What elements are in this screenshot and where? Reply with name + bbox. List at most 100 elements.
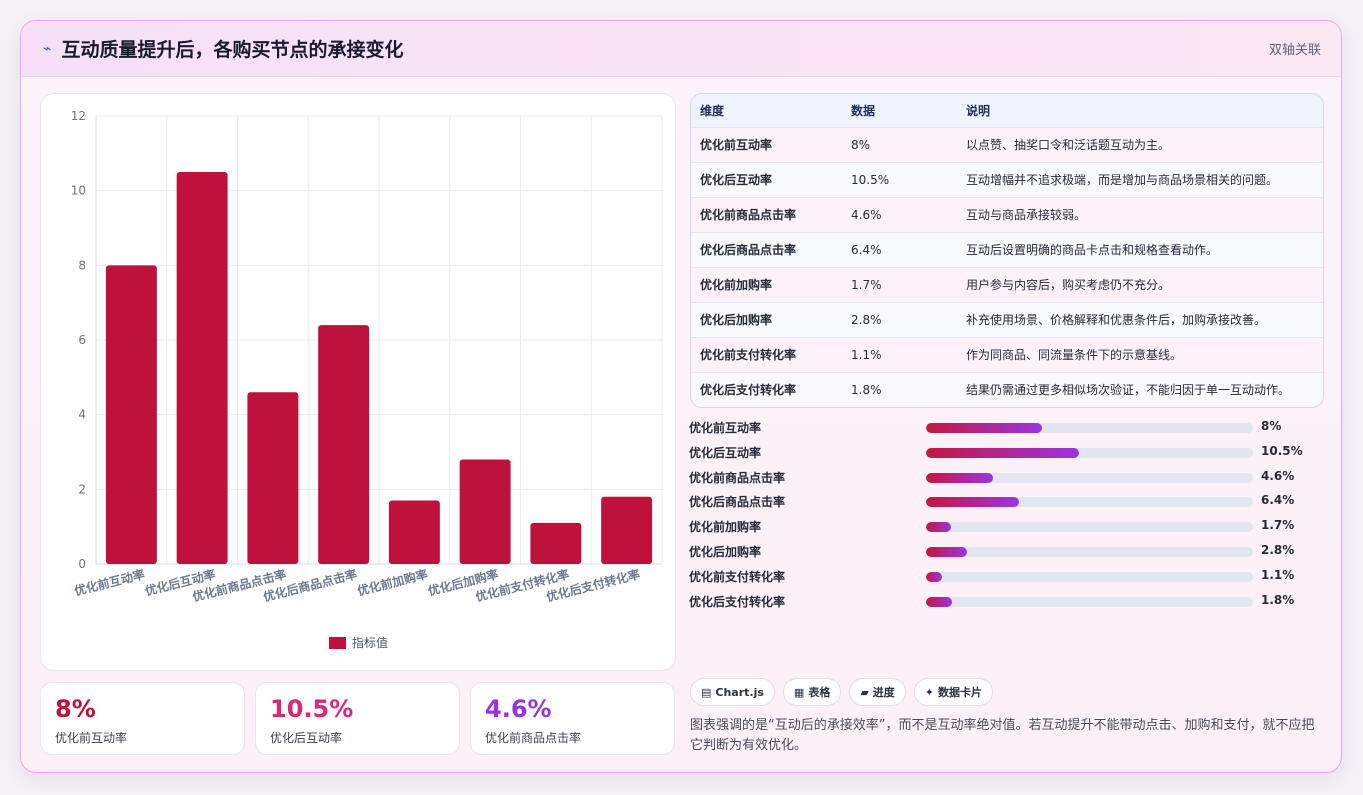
progress-fill — [926, 497, 1019, 508]
table-cell-note: 用户参与内容后，购买考虑仍不充分。 — [966, 278, 1171, 292]
table-cell-value: 2.8% — [851, 312, 882, 327]
footnote: 图表强调的是“互动后的承接效率”，而不是互动率绝对值。若互动提升不能带动点击、加… — [690, 718, 1315, 753]
progress-track — [926, 522, 1253, 533]
table-row: 优化前互动率 8% 以点赞、抽奖口令和泛话题互动为主。 — [691, 127, 1323, 162]
table-row: 优化后加购率 2.8% 补充使用场景、价格解释和优惠条件后，加购承接改善。 — [691, 302, 1323, 337]
progress-label: 优化后加购率 — [689, 544, 762, 559]
progress-track — [926, 447, 1253, 458]
table-cell-note: 以点赞、抽奖口令和泛话题互动为主。 — [966, 138, 1171, 152]
x-tick-label: 优化前互动率 — [73, 566, 147, 598]
title-wrap: ⌁ 互动质量提升后，各购买节点的承接变化 — [43, 35, 403, 62]
progress-value: 2.8% — [1261, 542, 1295, 557]
y-tick-label: 8 — [78, 258, 86, 272]
progress-track — [926, 497, 1253, 508]
table-header-cell: 数据 — [851, 103, 876, 118]
progress-track — [926, 571, 1253, 582]
progress-row: 优化前支付转化率 1.1% — [689, 565, 1329, 590]
table-cell-value: 1.1% — [851, 347, 882, 362]
progress-row: 优化后互动率 10.5% — [689, 441, 1329, 466]
table-cell-note: 作为同商品、同流量条件下的示意基线。 — [966, 348, 1183, 362]
legend-swatch — [329, 637, 346, 649]
progress-row: 优化前商品点击率 4.6% — [689, 466, 1329, 491]
table-cell-dimension: 优化后商品点击率 — [700, 243, 797, 257]
progress-value: 8% — [1261, 419, 1282, 433]
y-tick-label: 6 — [78, 333, 86, 347]
table-cell-dimension: 优化前商品点击率 — [700, 208, 797, 222]
y-tick-label: 0 — [78, 557, 86, 571]
progress-value: 1.7% — [1261, 518, 1295, 533]
table-cell-dimension: 优化前互动率 — [700, 138, 773, 152]
progress-track — [926, 423, 1253, 433]
table-cell-value: 10.5% — [851, 172, 890, 187]
tech-chips: ▤ Chart.js ▦ 表格 ▰ 进度 ✦ 数据卡片 — [690, 678, 994, 706]
table-cell-note: 互动增幅并不追求极端，而是增加与商品场景相关的问题。 — [966, 173, 1279, 187]
chip-label: 进度 — [872, 686, 895, 699]
progress-track — [926, 596, 1253, 607]
progress-track — [926, 546, 1253, 557]
chip-label: 数据卡片 — [938, 686, 983, 699]
legend-label: 指标值 — [352, 635, 388, 650]
y-tick-label: 10 — [71, 184, 86, 198]
progress-fill — [926, 571, 942, 582]
progress-fill — [926, 447, 1079, 458]
progress-label: 优化前商品点击率 — [689, 470, 786, 485]
header: ⌁ 互动质量提升后，各购买节点的承接变化 双轴关联 — [21, 21, 1341, 77]
activity-line-icon: ⌁ — [43, 40, 52, 57]
table-header-row: 维度 数据 说明 — [691, 94, 1323, 127]
table-row: 优化前支付转化率 1.1% 作为同商品、同流量条件下的示意基线。 — [691, 337, 1323, 372]
kpi-label: 优化后互动率 — [270, 731, 343, 745]
table-cell-note: 互动与商品承接较弱。 — [966, 208, 1087, 222]
progress-label: 优化前加购率 — [689, 520, 762, 535]
table-cell-dimension: 优化后加购率 — [700, 313, 773, 327]
chip-chart: ▤ Chart.js — [690, 678, 775, 706]
progress-value: 1.8% — [1261, 592, 1295, 607]
progress-list: 优化前互动率 8% 优化后互动率 10.5% 优化前商品点击率 4.6% 优化后商品点击率 6… — [689, 416, 1329, 614]
progress-value: 10.5% — [1261, 443, 1303, 458]
chart-icon: ▤ — [701, 685, 712, 699]
progress-fill — [926, 546, 967, 557]
progress-value: 6.4% — [1261, 493, 1295, 508]
bar — [601, 496, 653, 564]
page-title: 互动质量提升后，各购买节点的承接变化 — [61, 39, 404, 61]
progress-label: 优化前互动率 — [689, 421, 762, 435]
table-row: 优化前商品点击率 4.6% 互动与商品承接较弱。 — [691, 197, 1323, 232]
table-cell-note: 补充使用场景、价格解释和优惠条件后，加购承接改善。 — [966, 313, 1267, 327]
bar-chart: 024681012优化前互动率优化后互动率优化前商品点击率优化后商品点击率优化前… — [71, 109, 663, 650]
x-tick-label: 优化前加购率 — [356, 566, 430, 598]
data-table: 维度 数据 说明 优化前互动率 8% 以点赞、抽奖口令和泛话题互动为主。优化后互动率… — [690, 93, 1324, 408]
table-row: 优化后支付转化率 1.8% 结果仍需通过更多相似场次验证，不能归因于单一互动动作。 — [691, 372, 1323, 407]
kpi-value: 10.5% — [270, 695, 354, 723]
table-cell-note: 互动后设置明确的商品卡点击和规格查看动作。 — [966, 243, 1219, 257]
table-row: 优化前加购率 1.7% 用户参与内容后，购买考虑仍不充分。 — [691, 267, 1323, 302]
chip-sparkle: ✦ 数据卡片 — [913, 678, 994, 706]
chip-table: ▦ 表格 — [782, 678, 842, 706]
table-row: 优化后商品点击率 6.4% 互动后设置明确的商品卡点击和规格查看动作。 — [691, 232, 1323, 267]
progress-fill — [926, 472, 993, 483]
progress-fill — [926, 522, 951, 533]
table-icon: ▦ — [793, 685, 805, 699]
table-cell-value: 1.7% — [851, 277, 882, 292]
table-row: 优化后互动率 10.5% 互动增幅并不追求极端，而是增加与商品场景相关的问题。 — [691, 162, 1323, 197]
progress-fill — [926, 423, 1043, 433]
table-cell-note: 结果仍需通过更多相似场次验证，不能归因于单一互动动作。 — [966, 383, 1291, 398]
progress-value: 4.6% — [1261, 468, 1295, 483]
y-tick-label: 2 — [78, 482, 86, 496]
progress-row: 优化后支付转化率 1.8% — [689, 590, 1329, 615]
kpi-card: 4.6% 优化前商品点击率 — [470, 682, 675, 755]
sparkle-icon: ✦ — [924, 685, 935, 699]
table-header-cell: 维度 — [700, 103, 725, 118]
progress-icon: ▰ — [860, 685, 869, 699]
table-cell-value: 1.8% — [851, 382, 882, 397]
progress-label: 优化后支付转化率 — [689, 594, 786, 609]
progress-label: 优化前支付转化率 — [689, 569, 786, 584]
kpi-value: 4.6% — [485, 695, 552, 723]
kpi-label: 优化前互动率 — [55, 731, 128, 745]
header-tag: 双轴关联 — [1268, 43, 1321, 58]
progress-fill — [926, 596, 953, 607]
table-cell-dimension: 优化前加购率 — [700, 278, 773, 292]
table-cell-dimension: 优化后互动率 — [700, 173, 773, 187]
table-cell-value: 6.4% — [851, 242, 882, 257]
table-cell-dimension: 优化后支付转化率 — [700, 383, 797, 398]
table-cell-value: 8% — [851, 137, 871, 152]
bar — [459, 459, 511, 564]
